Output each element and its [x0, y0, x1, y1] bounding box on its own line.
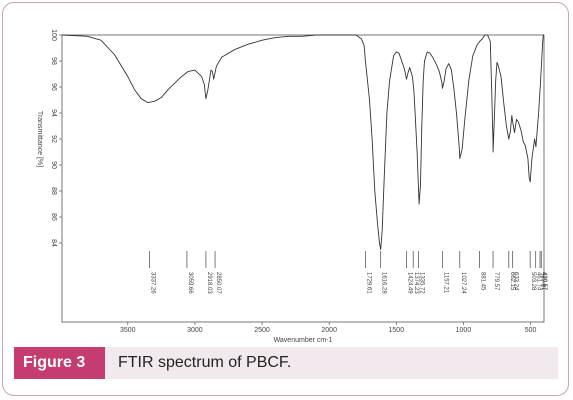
figure-caption-text: FTIR spectrum of PBCF. [118, 354, 292, 371]
y-tick-label: 96 [50, 83, 57, 91]
peak-label: 1157.21 [442, 272, 448, 294]
x-tick-label: 2000 [321, 327, 337, 334]
x-tick-label: 1000 [456, 327, 472, 334]
peak-label: 662.15 [509, 272, 515, 291]
peak-label: 1027.24 [460, 272, 466, 294]
y-tick-label: 92 [50, 135, 57, 143]
ftir-chart: 84 86 88 90 92 94 96 98 100 3500 3000 2500 2000 1500 1… [36, 29, 547, 344]
peak-label: 1424.49 [406, 272, 412, 294]
peak-label: 3059.66 [187, 272, 193, 294]
peak-label: 881.45 [479, 272, 485, 291]
peak-label: 1616.28 [381, 272, 387, 294]
peak-label: 461.74 [536, 272, 542, 291]
peak-label: 633.24 [513, 272, 519, 291]
peak-label: 779.57 [493, 272, 499, 291]
y-tick-label: 98 [50, 57, 57, 65]
figure-caption: Figure 3 FTIR spectrum of PBCF. [14, 347, 558, 379]
figure-frame [2, 2, 569, 396]
x-tick-label: 500 [525, 327, 537, 334]
y-axis-title: Transmittance [%] [36, 111, 43, 167]
chart-axes: 84 86 88 90 92 94 96 98 100 3500 3000 2500 2000 1500 1… [50, 29, 545, 334]
spectrum-line [61, 34, 544, 250]
peak-label: 1729.61 [365, 272, 371, 294]
y-tick-label: 86 [50, 213, 57, 221]
y-tick-label: 94 [50, 109, 57, 117]
figure-number-label: Figure 3 [14, 347, 105, 379]
chart-plot-area: 3337.26 3059.66 2918.03 2850.07 1729.61 1616.… [61, 34, 547, 294]
x-tick-label: 3000 [187, 327, 203, 334]
peak-label: 503.28 [530, 272, 536, 291]
peak-label: 2850.07 [215, 272, 221, 294]
x-tick-label: 3500 [120, 327, 136, 334]
x-axis-title: Wavenumber cm-1 [274, 337, 333, 344]
y-tick-label: 90 [50, 161, 57, 169]
peak-label: 2918.03 [206, 272, 212, 294]
y-tick-label: 100 [50, 29, 57, 41]
y-tick-label: 84 [50, 239, 57, 247]
plot-border [61, 34, 545, 323]
x-tick-label: 2500 [254, 327, 270, 334]
peak-label: 420.57 [541, 272, 547, 291]
y-tick-label: 88 [50, 187, 57, 195]
peak-label: 1335.72 [418, 272, 424, 294]
peak-label: 3337.26 [150, 272, 156, 294]
peak-label: 429.61 [540, 272, 546, 291]
peak-label: 1374.23 [413, 272, 419, 294]
x-tick-label: 1500 [389, 327, 405, 334]
